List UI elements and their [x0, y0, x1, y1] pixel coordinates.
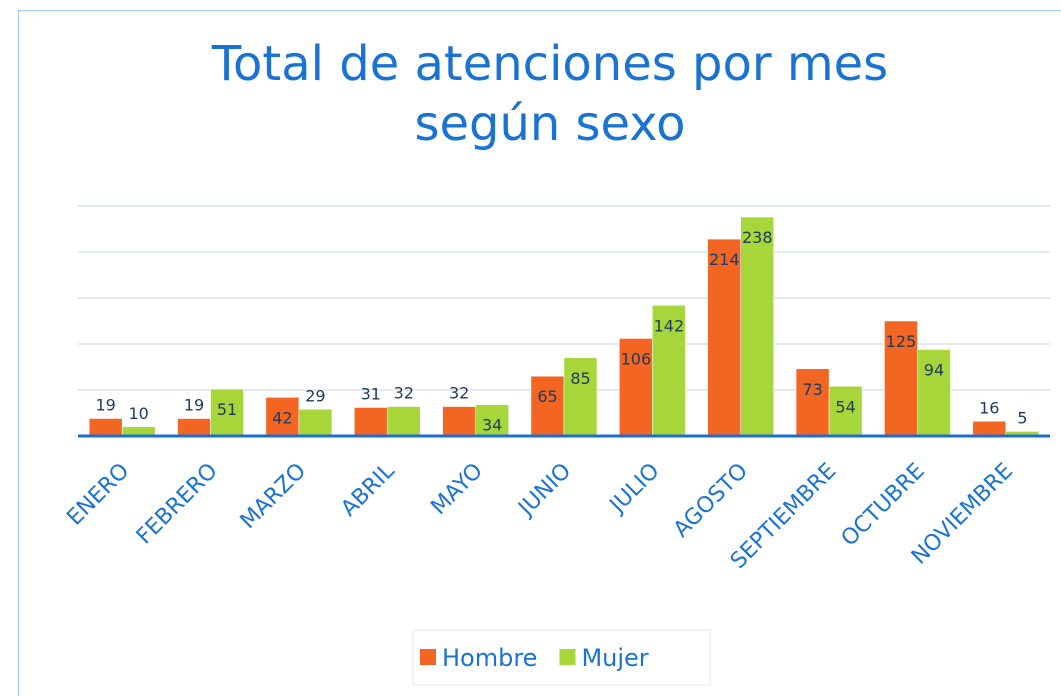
bar	[652, 305, 686, 437]
data-label: 85	[570, 369, 590, 388]
data-label: 125	[886, 332, 917, 351]
bar	[740, 216, 774, 437]
bar	[177, 418, 211, 437]
bar	[530, 375, 565, 437]
data-label: 73	[802, 380, 822, 399]
x-tick-label: FEBRERO	[132, 459, 223, 550]
legend-label: Mujer	[581, 644, 648, 672]
bar	[354, 407, 388, 437]
data-label: 19	[184, 396, 204, 415]
legend-swatch	[559, 649, 576, 665]
bar	[972, 421, 1007, 437]
bar	[442, 406, 476, 437]
x-tick-label: JUNIO	[513, 459, 577, 523]
data-label: 32	[449, 384, 469, 403]
data-label: 19	[96, 396, 116, 415]
bar	[88, 418, 123, 437]
bar	[387, 406, 421, 437]
data-label: 94	[924, 361, 944, 380]
bar	[917, 349, 951, 437]
data-label: 42	[272, 408, 292, 427]
data-label: 10	[129, 404, 149, 423]
data-label: 32	[394, 384, 414, 403]
data-label: 5	[1017, 408, 1027, 427]
data-label: 31	[361, 384, 381, 403]
data-label: 214	[709, 250, 740, 269]
x-tick-label: JULIO	[604, 459, 665, 520]
data-label: 238	[742, 228, 773, 247]
data-label: 106	[621, 349, 652, 368]
bar	[210, 388, 244, 437]
data-label: 16	[979, 398, 999, 417]
x-tick-label: AGOSTO	[669, 459, 753, 543]
data-label: 29	[305, 386, 325, 405]
bar	[795, 368, 830, 437]
bar	[475, 404, 509, 437]
x-tick-label: MAYO	[426, 459, 487, 520]
bar	[828, 386, 863, 437]
legend-swatch	[420, 649, 436, 665]
data-label: 142	[654, 316, 685, 335]
bar	[619, 338, 653, 437]
legend-label: Hombre	[442, 644, 537, 672]
x-tick-label: ENERO	[62, 459, 134, 531]
x-tick-label: ABRIL	[336, 458, 400, 522]
bar	[707, 238, 741, 437]
x-tick-label: OCTUBRE	[837, 459, 930, 552]
bar	[298, 409, 333, 437]
bar	[884, 320, 918, 437]
data-label: 65	[537, 387, 557, 406]
chart-frame	[18, 10, 1061, 696]
data-label: 54	[835, 397, 855, 416]
chart-title: Total de atenciones por mes según sexo	[211, 36, 889, 152]
x-tick-label: MARZO	[236, 459, 311, 534]
bar	[563, 357, 598, 437]
data-label: 34	[482, 416, 502, 435]
data-label: 51	[217, 400, 237, 419]
